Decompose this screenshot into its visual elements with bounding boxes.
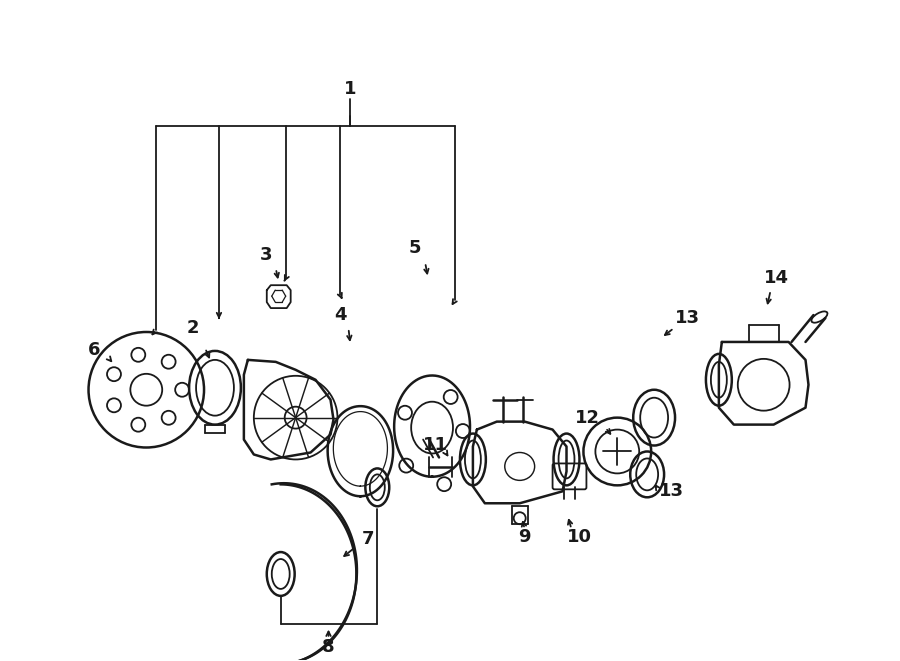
- Text: 7: 7: [362, 530, 374, 548]
- Text: 6: 6: [88, 341, 101, 359]
- Text: 5: 5: [409, 239, 421, 257]
- Text: 1: 1: [344, 80, 356, 98]
- Text: 13: 13: [659, 483, 684, 500]
- Text: 9: 9: [518, 528, 531, 546]
- Circle shape: [437, 477, 451, 491]
- Text: 2: 2: [187, 319, 199, 337]
- Text: 11: 11: [423, 436, 447, 453]
- Circle shape: [398, 406, 412, 420]
- Text: 14: 14: [764, 269, 789, 288]
- Text: 8: 8: [322, 638, 335, 656]
- Circle shape: [444, 390, 457, 404]
- Text: 13: 13: [674, 309, 699, 327]
- Circle shape: [456, 424, 470, 438]
- Text: 3: 3: [259, 247, 272, 264]
- Text: 10: 10: [567, 528, 592, 546]
- Text: 12: 12: [575, 408, 600, 426]
- Text: 4: 4: [334, 306, 346, 324]
- Circle shape: [400, 459, 413, 473]
